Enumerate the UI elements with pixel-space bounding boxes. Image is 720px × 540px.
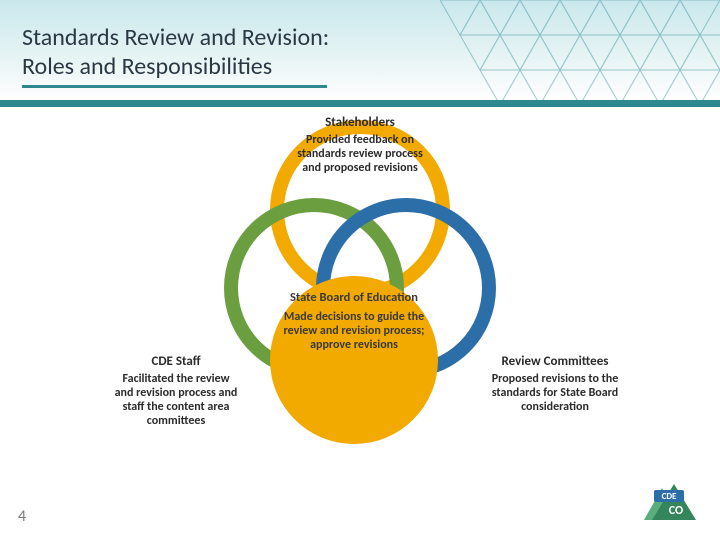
node-review-committees: Review Committees Proposed revisions to …	[490, 355, 620, 415]
center-circle-body: Made decisions to guide the review and r…	[280, 311, 428, 352]
header-bar	[0, 100, 720, 107]
center-circle-state-board: State Board of Education Made decisions …	[270, 276, 438, 444]
node-cde-staff-title: CDE Staff	[114, 355, 238, 369]
cde-logo-text: CDE	[662, 491, 677, 502]
node-review-committees-body: Proposed revisions to the standards for …	[490, 373, 620, 414]
center-circle-title: State Board of Education	[290, 290, 418, 305]
node-stakeholders-body: Provided feedback on standards review pr…	[290, 134, 430, 175]
triangle-pattern	[440, 0, 720, 105]
node-cde-staff: CDE Staff Facilitated the review and rev…	[114, 355, 238, 428]
page-number: 4	[18, 507, 26, 526]
slide-title: Standards Review and Revision: Roles and…	[22, 24, 329, 82]
node-stakeholders: Stakeholders Provided feedback on standa…	[290, 116, 430, 176]
title-line-1: Standards Review and Revision:	[22, 23, 329, 52]
svg-text:CO: CO	[669, 504, 683, 518]
slide: Standards Review and Revision: Roles and…	[0, 0, 720, 540]
cde-logo: CDE CO	[640, 484, 706, 530]
title-line-2: Roles and Responsibilities	[22, 52, 272, 81]
node-cde-staff-body: Facilitated the review and revision proc…	[114, 373, 238, 428]
node-review-committees-title: Review Committees	[490, 355, 620, 369]
title-underline	[22, 85, 327, 88]
node-stakeholders-title: Stakeholders	[290, 116, 430, 130]
